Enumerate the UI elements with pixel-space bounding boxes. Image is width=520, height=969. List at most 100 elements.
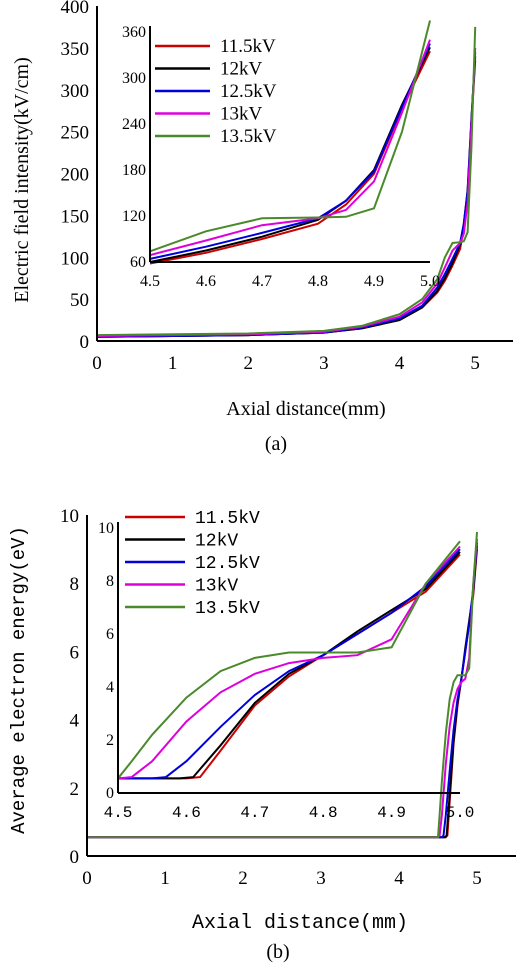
chart-b-legend-label: 13.5kV	[195, 599, 260, 619]
chart-panel-a: 0 1 2 3 4 5 0 50 100 150 200 250 300 350 400 Axial di…	[11, 0, 513, 455]
chart-a-inset-x-tick-label: 5.0	[420, 273, 440, 290]
chart-b-y-tick-label: 0	[70, 847, 80, 868]
chart-b-inset: 4.5 4.6 4.7 4.8 4.9 5.0 0 2 4 6 8 10	[98, 520, 474, 822]
chart-b-x-tick-label: 0	[82, 868, 92, 889]
chart-a-inset-y-tick-label: 120	[122, 208, 146, 225]
chart-b-inset-x-tick-label: 4.6	[172, 804, 201, 822]
chart-a-legend-label: 12.5kV	[220, 81, 277, 102]
chart-a-inset-y-tick-label: 60	[130, 254, 146, 271]
chart-a-inset-x-tick-label: 4.9	[364, 273, 384, 290]
chart-b-x-tick-label: 2	[238, 868, 248, 889]
chart-b-y-tick-label: 2	[70, 779, 80, 800]
chart-a-legend-label: 12kV	[220, 59, 263, 80]
chart-b-y-tick-label: 6	[70, 642, 80, 663]
chart-a-series-line-3	[96, 47, 477, 337]
chart-a-series-line-2	[96, 52, 477, 338]
chart-b-y-tick-labels: 0 2 4 6 8 10	[60, 506, 80, 868]
chart-b-inset-x-tick-label: 4.8	[309, 804, 338, 822]
chart-b-inset-series-line-4	[117, 540, 461, 780]
chart-b-inset-series-line-2	[118, 548, 461, 780]
chart-b-legend-label: 12kV	[195, 532, 238, 552]
chart-a-inset-y-tick-label: 300	[122, 70, 146, 87]
chart-b-y-tick-label: 10	[60, 506, 79, 527]
chart-a-x-tick-label: 3	[319, 353, 329, 374]
chart-a-x-tick-label: 2	[244, 353, 254, 374]
chart-a-inset-axes	[149, 26, 430, 263]
chart-a-y-tick-label: 150	[61, 206, 90, 227]
chart-a-series-line-0	[96, 60, 477, 338]
chart-b-inset-x-tick-label: 5.0	[446, 804, 475, 822]
chart-b-main-series	[87, 531, 478, 839]
chart-a-inset-y-tick-label: 360	[122, 24, 146, 41]
chart-a-inset-x-tick-label: 4.6	[196, 273, 216, 290]
chart-a-y-tick-label: 0	[80, 332, 90, 353]
chart-a-main-series	[96, 26, 477, 338]
chart-a-legend-label: 11.5kV	[220, 36, 276, 57]
chart-b-inset-series	[117, 540, 461, 780]
chart-b-inset-series-line-3	[117, 545, 461, 780]
chart-b-inset-x-tick-label: 4.5	[104, 804, 133, 822]
chart-b-inset-y-tick-label: 10	[98, 520, 114, 537]
chart-b-inset-x-tick-labels: 4.5 4.6 4.7 4.8 4.9 5.0	[104, 804, 475, 822]
chart-b-axes	[86, 515, 516, 857]
chart-a-inset-series-line-4	[149, 20, 431, 253]
chart-a-y-axis-title: Electric field intensity(kV/cm)	[11, 57, 33, 302]
chart-a-legend-label: 13.5kV	[220, 126, 277, 147]
chart-a-x-tick-label: 1	[168, 353, 178, 374]
chart-a-axes	[96, 6, 513, 342]
chart-b-x-tick-label: 3	[316, 868, 326, 889]
chart-a-inset-series-line-2	[149, 43, 431, 260]
chart-a-x-axis-title: Axial distance(mm)	[226, 398, 385, 420]
chart-a-caption: (a)	[265, 433, 287, 455]
chart-a-x-tick-labels: 0 1 2 3 4 5	[92, 353, 480, 374]
chart-b-series-line-2	[87, 542, 478, 839]
chart-b-inset-y-tick-labels: 0 2 4 6 8 10	[98, 520, 114, 802]
chart-a-inset-y-tick-labels: 60 120 180 240 300 360	[122, 24, 146, 271]
chart-a-inset-x-tick-label: 4.8	[308, 273, 328, 290]
chart-a-inset-x-tick-labels: 4.5 4.6 4.7 4.8 4.9 5.0	[140, 273, 440, 290]
chart-a-y-tick-label: 250	[61, 123, 90, 144]
chart-a-legend-label: 13kV	[220, 104, 263, 125]
chart-b-inset-x-tick-label: 4.9	[377, 804, 406, 822]
chart-b-inset-y-tick-label: 6	[106, 626, 114, 643]
chart-a-inset-x-tick-label: 4.7	[252, 273, 272, 290]
chart-a-inset: 4.5 4.6 4.7 4.8 4.9 5.0 60 120 180 240 300 360	[122, 20, 440, 290]
chart-b-x-axis-title: Axial distance(mm)	[192, 912, 408, 935]
chart-b-inset-x-tick-label: 4.7	[240, 804, 269, 822]
chart-a-inset-y-tick-label: 180	[122, 162, 146, 179]
chart-a-y-tick-label: 100	[61, 248, 90, 269]
chart-b-x-tick-label: 4	[394, 868, 404, 889]
chart-b-x-tick-label: 5	[472, 868, 482, 889]
chart-b-legend-label: 13kV	[195, 577, 238, 597]
chart-b-series-line-4	[87, 531, 478, 839]
chart-a-y-tick-label: 200	[61, 165, 90, 186]
chart-b-inset-y-tick-label: 0	[106, 785, 114, 802]
chart-a-series-line-1	[96, 56, 477, 338]
chart-b-legend-label: 11.5kV	[195, 509, 260, 529]
chart-b-inset-series-line-0	[118, 553, 461, 780]
chart-a-inset-series	[149, 20, 431, 265]
chart-b-y-tick-label: 8	[70, 574, 80, 595]
chart-a-series-line-4	[96, 26, 477, 337]
chart-panel-b: 0 1 2 3 4 5 0 2 4 6 8 10 Axial distance(mm) Averag…	[8, 506, 516, 963]
chart-b-inset-axes	[117, 522, 460, 794]
chart-a-inset-y-tick-label: 240	[122, 116, 146, 133]
chart-a-y-tick-labels: 0 50 100 150 200 250 300 350 400	[61, 0, 90, 353]
chart-a-y-tick-label: 300	[61, 81, 90, 102]
chart-b-y-axis-title: Average electron energy(eV)	[8, 526, 30, 834]
chart-b-legend-label: 12.5kV	[195, 554, 260, 574]
chart-b-x-tick-label: 1	[160, 868, 170, 889]
chart-b-x-tick-labels: 0 1 2 3 4 5	[82, 868, 482, 889]
chart-b-inset-series-line-1	[118, 551, 461, 780]
chart-a-inset-x-tick-label: 4.5	[140, 273, 160, 290]
chart-a-inset-series-line-3	[149, 39, 431, 257]
chart-a-x-tick-label: 0	[92, 353, 102, 374]
chart-a-y-tick-label: 50	[70, 290, 89, 311]
chart-b-inset-y-tick-label: 2	[106, 732, 114, 749]
chart-b-inset-y-tick-label: 8	[106, 573, 114, 590]
chart-a-inset-series-line-1	[149, 46, 431, 263]
chart-a-inset-series-line-0	[149, 50, 431, 265]
chart-a-y-tick-label: 400	[61, 0, 90, 18]
